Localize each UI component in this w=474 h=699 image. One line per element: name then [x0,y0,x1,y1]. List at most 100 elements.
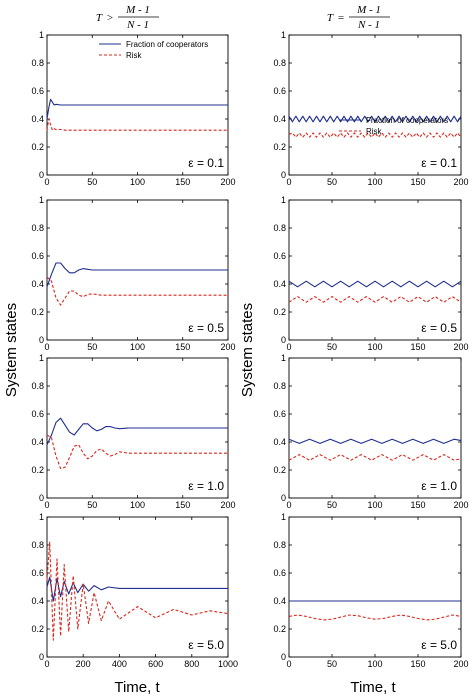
y-tick-label: 0.8 [31,381,44,391]
y-tick-label: 1 [281,30,286,40]
epsilon-label: ε = 1.0 [188,479,224,493]
x-tick-label: 0 [44,500,49,510]
header-left-lhs: T [96,12,103,24]
risk-line [46,276,228,306]
x-tick-label: 100 [130,342,145,352]
y-tick-label: 0 [281,170,286,180]
x-tick-label: 50 [327,659,337,669]
x-tick-label: 200 [220,342,235,352]
legend-cooperators-label: Fraction of cooperators [126,40,208,49]
header-left-numerator: M - 1 [125,4,150,16]
x-tick-label: 100 [367,342,382,352]
y-tick-label: 0.6 [31,568,44,578]
y-tick-label: 0.2 [273,465,286,475]
panel-right-4: 0 0.2 0.4 0.6 0.8 1 0 50 100 150 200 ε = 5.0 [273,512,468,669]
panel-left-4: 0 0.2 0.4 0.6 0.8 1 0 200 400 600 800 1000 ε = 5.0 [31,512,238,669]
y-tick-label: 0.8 [31,223,44,233]
header-left: T > M - 1 N - 1 [96,4,159,31]
x-tick-label: 50 [327,500,337,510]
cooperators-line [288,280,462,288]
y-tick-label: 0.4 [31,596,44,606]
header-right-lhs: T [327,12,334,24]
x-tick-label: 1000 [218,659,238,669]
y-tick-label: 0.6 [273,86,286,96]
y-tick-label: 0.4 [273,437,286,447]
y-tick-label: 0 [39,652,44,662]
x-tick-label: 200 [453,500,468,510]
risk-line [288,454,462,461]
x-tick-label: 150 [175,342,190,352]
y-tick-label: 0.8 [273,381,286,391]
panel-right-3: 0 0.2 0.4 0.6 0.8 1 0 50 100 150 200 ε = 1.0 [273,353,468,510]
x-tick-label: 100 [130,500,145,510]
y-tick-label: 1 [39,512,44,522]
y-tick-label: 0.6 [31,409,44,419]
x-tick-label: 150 [410,177,425,187]
header-right-op: = [338,12,344,24]
x-tick-label: 200 [453,177,468,187]
y-tick-label: 0.6 [273,568,286,578]
y-tick-label: 0 [281,335,286,345]
epsilon-label: ε = 0.5 [421,321,457,335]
x-tick-label: 100 [367,500,382,510]
header-right: T = M - 1 N - 1 [327,4,390,31]
plot-frame [288,34,462,176]
y-tick-label: 0.4 [31,437,44,447]
x-tick-label: 50 [327,342,337,352]
epsilon-label: ε = 1.0 [421,479,457,493]
x-tick-label: 200 [220,177,235,187]
panel-left-3: 0 0.2 0.4 0.6 0.8 1 0 50 100 150 200 ε = 1.0 [31,353,235,510]
x-tick-label: 200 [453,659,468,669]
x-tick-label: 50 [87,500,97,510]
x-tick-label: 400 [112,659,127,669]
risk-line [288,296,462,303]
cooperators-line [288,115,462,123]
x-tick-label: 50 [87,177,97,187]
y-tick-label: 1 [281,353,286,363]
y-tick-label: 0 [281,652,286,662]
x-tick-label: 50 [87,342,97,352]
header-left-op: > [107,12,113,24]
risk-line [46,434,228,470]
header-left-denominator: N - 1 [126,19,149,31]
risk-line [288,614,462,621]
y-tick-label: 0.4 [273,114,286,124]
y-tick-label: 1 [39,30,44,40]
y-tick-label: 0.6 [273,409,286,419]
cooperators-line [46,98,228,120]
y-tick-label: 0.8 [273,223,286,233]
epsilon-label: ε = 0.1 [421,156,457,170]
legend-cooperators-label: Fraction of cooperators [366,116,448,125]
plot-frame [288,199,462,341]
x-tick-label: 50 [327,177,337,187]
x-axis-label-right: Time, t [350,679,396,696]
cooperators-line [46,417,228,446]
y-tick-label: 0 [39,335,44,345]
epsilon-label: ε = 5.0 [421,638,457,652]
y-tick-label: 0.4 [31,279,44,289]
risk-line [46,541,229,641]
y-tick-label: 0.8 [31,540,44,550]
panel-right-1: 0 0.2 0.4 0.6 0.8 1 0 50 100 150 200 ε = 0.1 Fractio… [273,30,468,187]
y-tick-label: 0 [39,170,44,180]
y-axis-label-left: System states [3,303,20,397]
header-right-numerator: M - 1 [356,4,381,16]
y-tick-label: 0.2 [31,142,44,152]
panel-right-2: 0 0.2 0.4 0.6 0.8 1 0 50 100 150 200 ε = 0.5 [273,195,468,352]
legend: Fraction of cooperators Risk [339,116,448,136]
x-tick-label: 600 [148,659,163,669]
header-right-denominator: N - 1 [357,19,380,31]
plot-frame [288,357,462,499]
x-tick-label: 800 [184,659,199,669]
panel-left-2: 0 0.2 0.4 0.6 0.8 1 0 50 100 150 200 ε = 0.5 [31,195,235,352]
x-tick-label: 0 [286,177,291,187]
cooperators-line [288,438,462,444]
y-tick-label: 0.4 [31,114,44,124]
y-axis-label-right: System states [239,303,256,397]
x-tick-label: 100 [130,177,145,187]
x-tick-label: 200 [453,342,468,352]
plot-frame [288,516,462,658]
y-tick-label: 0.6 [31,251,44,261]
x-tick-label: 200 [76,659,91,669]
